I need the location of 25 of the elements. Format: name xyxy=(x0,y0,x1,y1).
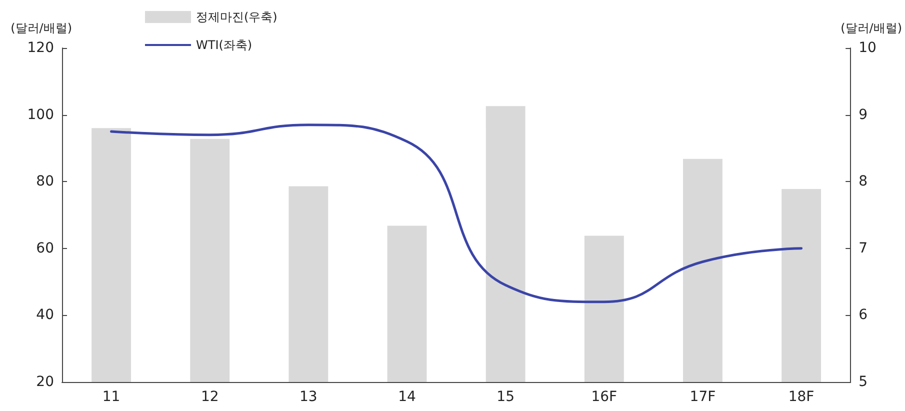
y2-tick-label: 10 xyxy=(858,40,876,56)
line-series xyxy=(110,124,803,304)
y2-tick-label: 9 xyxy=(858,106,868,123)
y2-axis-title: (달러/배럴) xyxy=(840,21,902,35)
y-tick-label: 120 xyxy=(27,40,54,56)
y2-tick-label: 6 xyxy=(858,307,868,324)
legend-label: 정제마진(우축) xyxy=(196,10,278,24)
legend-label: WTI(좌축) xyxy=(196,38,252,52)
y-tick-label: 80 xyxy=(36,174,54,190)
y2-tick-label: 8 xyxy=(858,174,868,190)
y-axis-title: (달러/배럴) xyxy=(10,21,72,35)
x-tick-label: 16F xyxy=(591,389,618,405)
x-tick-label: 12 xyxy=(200,389,219,405)
y-tick-label: 60 xyxy=(36,240,54,256)
y2-tick-label: 5 xyxy=(858,374,868,390)
x-tick-label: 18F xyxy=(788,389,814,405)
x-tick-label: 13 xyxy=(300,389,318,405)
y-tick-label: 20 xyxy=(36,374,54,390)
x-tick-label: 11 xyxy=(102,389,120,405)
y2-tick-label: 7 xyxy=(858,240,868,256)
x-tick-label: 15 xyxy=(496,389,514,405)
y-tick-label: 40 xyxy=(36,307,54,324)
x-tick-label: 14 xyxy=(398,389,416,405)
y-tick-label: 100 xyxy=(27,106,54,123)
x-tick-label: 17F xyxy=(690,389,716,405)
